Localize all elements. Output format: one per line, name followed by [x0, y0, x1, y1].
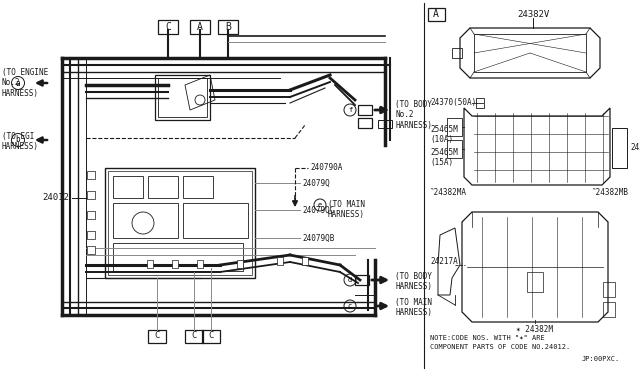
Text: 240790A: 240790A: [310, 163, 342, 172]
Text: (TO BODY
No.2
HARNESS): (TO BODY No.2 HARNESS): [395, 100, 432, 130]
Bar: [237, 260, 243, 268]
Bar: [108, 171, 252, 275]
Text: COMPONENT PARTS OF CODE NO.24012.: COMPONENT PARTS OF CODE NO.24012.: [430, 344, 570, 350]
Bar: [155, 75, 210, 120]
Bar: [474, 34, 586, 72]
Text: 24079QC: 24079QC: [302, 205, 334, 215]
Text: 24079QB: 24079QB: [302, 234, 334, 243]
Bar: [87, 211, 95, 219]
Text: NOTE:CODE NOS. WITH "✶" ARE: NOTE:CODE NOS. WITH "✶" ARE: [430, 335, 545, 341]
Text: 24217A: 24217A: [430, 257, 458, 266]
Text: 25465M
(15A): 25465M (15A): [430, 148, 458, 167]
Text: 24079Q: 24079Q: [302, 179, 330, 187]
Bar: [183, 176, 213, 198]
Text: (TO BODY
HARNESS): (TO BODY HARNESS): [395, 272, 432, 291]
Text: f: f: [348, 107, 352, 113]
Text: C: C: [191, 331, 196, 340]
Text: A: A: [433, 9, 439, 19]
Text: (TO MAIN
HARNESS): (TO MAIN HARNESS): [328, 200, 365, 219]
Text: b: b: [16, 135, 20, 144]
Text: (TO MAIN
HARNESS): (TO MAIN HARNESS): [395, 298, 432, 317]
Bar: [172, 260, 178, 268]
Text: 24382V: 24382V: [517, 10, 549, 19]
Text: c: c: [348, 303, 352, 309]
Bar: [158, 78, 207, 117]
Text: C: C: [165, 22, 171, 32]
Bar: [476, 98, 484, 108]
Bar: [358, 105, 372, 115]
Bar: [447, 118, 462, 136]
Bar: [185, 330, 203, 343]
Bar: [87, 231, 95, 239]
Text: ‶24382MB: ‶24382MB: [592, 188, 629, 197]
Bar: [355, 275, 369, 285]
Bar: [87, 191, 95, 199]
Text: 25465M
(10A): 25465M (10A): [430, 125, 458, 144]
Bar: [113, 203, 178, 238]
Bar: [378, 120, 392, 128]
Bar: [87, 246, 95, 254]
Text: 24012: 24012: [42, 193, 69, 202]
Text: 24370(50A): 24370(50A): [430, 99, 476, 108]
Bar: [447, 140, 462, 158]
Text: (TO ENGINE
No.2
HARNESS): (TO ENGINE No.2 HARNESS): [2, 68, 48, 98]
Bar: [603, 282, 615, 297]
Bar: [358, 118, 372, 128]
Bar: [277, 257, 283, 265]
Bar: [612, 128, 627, 168]
Text: e: e: [318, 202, 322, 208]
Bar: [302, 257, 308, 265]
Bar: [105, 168, 255, 278]
Bar: [603, 302, 615, 317]
Bar: [158, 20, 178, 34]
Text: ‶24382MA: ‶24382MA: [430, 188, 467, 197]
Bar: [218, 20, 238, 34]
Text: B: B: [225, 22, 231, 32]
Bar: [452, 48, 462, 58]
Text: ✶ 24382M: ✶ 24382M: [516, 325, 554, 334]
Text: 24383P: 24383P: [630, 144, 640, 153]
Text: JP:00PXC.: JP:00PXC.: [582, 356, 620, 362]
Bar: [113, 243, 243, 271]
Text: a: a: [16, 78, 20, 87]
Bar: [190, 20, 210, 34]
Bar: [202, 330, 220, 343]
Bar: [113, 176, 143, 198]
Bar: [197, 260, 203, 268]
Bar: [87, 171, 95, 179]
Text: (TO EGI
HARNESS): (TO EGI HARNESS): [2, 132, 39, 151]
Text: C: C: [208, 331, 214, 340]
Bar: [183, 203, 248, 238]
Bar: [428, 8, 445, 21]
Text: d: d: [348, 277, 352, 283]
Text: A: A: [197, 22, 203, 32]
Text: C: C: [154, 331, 160, 340]
Bar: [147, 260, 153, 268]
Bar: [148, 176, 178, 198]
Bar: [148, 330, 166, 343]
Bar: [527, 272, 543, 292]
